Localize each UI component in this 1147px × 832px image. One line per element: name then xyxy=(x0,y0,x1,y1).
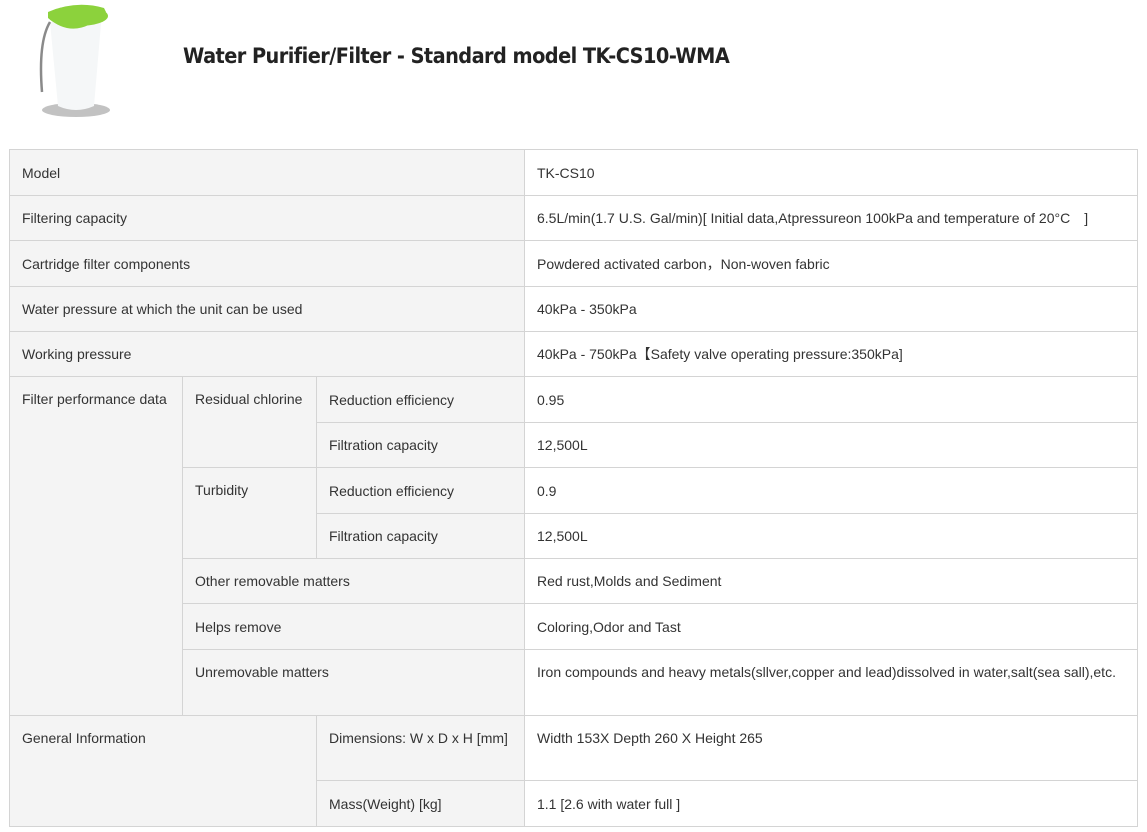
turbidity-reduction-label: Reduction efficiency xyxy=(316,467,525,514)
header: Water Purifier/Filter - Standard model T… xyxy=(0,0,1147,150)
cartridge-label: Cartridge filter components xyxy=(9,240,525,287)
table-row: Water pressure at which the unit can be … xyxy=(9,286,1138,332)
working-pressure-label: Working pressure xyxy=(9,331,525,377)
table-row: Filter performance data Residual chlorin… xyxy=(9,376,1138,716)
product-image xyxy=(39,4,110,117)
turbidity-reduction-value: 0.9 xyxy=(524,467,1138,514)
chlorine-reduction-label: Reduction efficiency xyxy=(316,376,525,423)
page-title: Water Purifier/Filter - Standard model T… xyxy=(183,44,730,68)
table-row: Cartridge filter components Powdered act… xyxy=(9,240,1138,287)
water-pressure-label: Water pressure at which the unit can be … xyxy=(9,286,525,332)
table-row: General Information Dimensions: W x D x … xyxy=(9,715,1138,827)
mass-value: 1.1 [2.6 with water full ] xyxy=(524,780,1138,827)
table-row: Model TK-CS10 xyxy=(9,149,1138,196)
table-row: Filtration capacity 12,500L xyxy=(10,422,1138,468)
table-row: Filtration capacity 12,500L xyxy=(10,513,1138,559)
helps-remove-value: Coloring,Odor and Tast xyxy=(524,603,1138,650)
working-pressure-value: 40kPa - 750kPa【Safety valve operating pr… xyxy=(524,331,1138,377)
table-row: Unremovable matters Iron compounds and h… xyxy=(10,649,1138,716)
table-row: Filtering capacity 6.5L/min(1.7 U.S. Gal… xyxy=(9,195,1138,241)
turbidity-capacity-label: Filtration capacity xyxy=(316,513,525,559)
model-label: Model xyxy=(9,149,525,196)
dimensions-label: Dimensions: W x D x H [mm] xyxy=(316,715,525,781)
turbidity-capacity-value: 12,500L xyxy=(524,513,1138,559)
residual-chlorine-label: Residual chlorine xyxy=(182,376,317,468)
water-pressure-value: 40kPa - 350kPa xyxy=(524,286,1138,332)
table-row: Working pressure 40kPa - 750kPa【Safety v… xyxy=(9,331,1138,377)
table-row: Turbidity Reduction efficiency 0.9 xyxy=(10,467,1138,559)
other-removable-value: Red rust,Molds and Sediment xyxy=(524,558,1138,604)
dimensions-value: Width 153X Depth 260 X Height 265 xyxy=(524,715,1138,781)
table-row: Helps remove Coloring,Odor and Tast xyxy=(10,603,1138,650)
chlorine-capacity-value: 12,500L xyxy=(524,422,1138,468)
model-value: TK-CS10 xyxy=(524,149,1138,196)
mass-label: Mass(Weight) [kg] xyxy=(316,780,525,827)
turbidity-label: Turbidity xyxy=(182,467,317,559)
filtering-capacity-value: 6.5L/min(1.7 U.S. Gal/min)[ Initial data… xyxy=(524,195,1138,241)
unremovable-label: Unremovable matters xyxy=(182,649,525,716)
performance-label: Filter performance data xyxy=(9,376,183,716)
table-row: Mass(Weight) [kg] 1.1 [2.6 with water fu… xyxy=(10,780,1138,827)
spec-table: Model TK-CS10 Filtering capacity 6.5L/mi… xyxy=(9,149,1138,827)
chlorine-capacity-label: Filtration capacity xyxy=(316,422,525,468)
table-row: Other removable matters Red rust,Molds a… xyxy=(10,558,1138,604)
filtering-capacity-label: Filtering capacity xyxy=(9,195,525,241)
unremovable-value: Iron compounds and heavy metals(sllver,c… xyxy=(524,649,1138,716)
other-removable-label: Other removable matters xyxy=(182,558,525,604)
cartridge-value: Powdered activated carbon，Non-woven fabr… xyxy=(524,240,1138,287)
chlorine-reduction-value: 0.95 xyxy=(524,376,1138,423)
helps-remove-label: Helps remove xyxy=(182,603,525,650)
general-info-label: General Information xyxy=(9,715,317,827)
